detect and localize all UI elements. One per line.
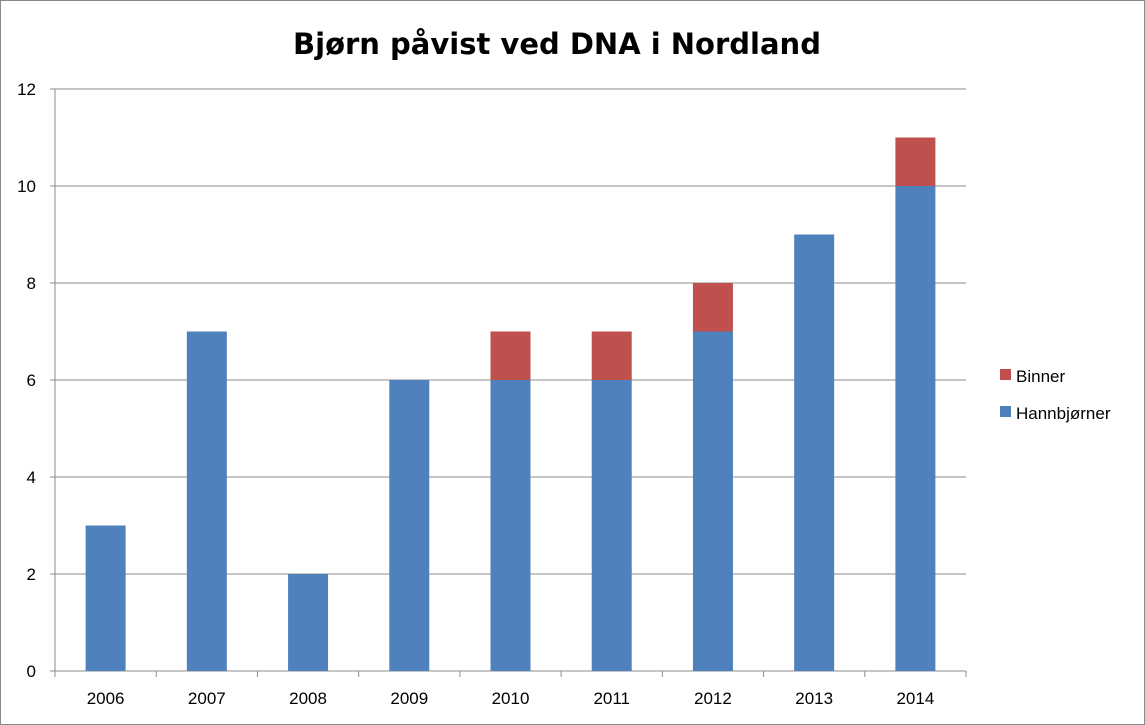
y-tick-label: 12: [17, 80, 36, 99]
bar-hannbjørner-2014: [895, 186, 936, 671]
legend-label: Hannbjørner: [1016, 404, 1111, 423]
bar-hannbjørner-2009: [389, 380, 430, 671]
x-tick-label: 2010: [492, 689, 530, 708]
x-tick-labels: 2006 2007 2008 2009 2010 2011 2012 2013 2014: [87, 689, 935, 708]
bar-binner-2014: [895, 137, 936, 186]
y-tick-label: 6: [27, 371, 36, 390]
x-tick-label: 2006: [87, 689, 125, 708]
bar-hannbjørner-2012: [692, 331, 733, 671]
bar-hannbjørner-2007: [186, 331, 227, 671]
bar-hannbjørner-2011: [591, 380, 632, 671]
bar-hannbjørner-2013: [794, 234, 835, 671]
bar-binner-2010: [490, 331, 531, 380]
y-tick-label: 4: [27, 468, 36, 487]
legend-label: Binner: [1016, 367, 1065, 386]
bar-hannbjørner-2008: [288, 574, 329, 671]
y-tick-labels: 0 2 4 6 8 10 12: [17, 80, 36, 681]
bar-binner-2012: [692, 283, 733, 332]
y-tick-label: 0: [27, 662, 36, 681]
x-tick-label: 2009: [390, 689, 428, 708]
chart-title: Bjørn påvist ved DNA i Nordland: [293, 27, 821, 61]
legend: Binner Hannbjørner: [1000, 367, 1111, 423]
y-tick-label: 2: [27, 565, 36, 584]
legend-swatch: [1000, 406, 1011, 417]
bars: [85, 137, 936, 671]
bar-hannbjørner-2006: [85, 525, 126, 671]
x-tick-label: 2013: [795, 689, 833, 708]
x-tick-label: 2014: [896, 689, 934, 708]
x-tick-label: 2008: [289, 689, 327, 708]
x-tick-label: 2007: [188, 689, 226, 708]
x-tick-label: 2012: [694, 689, 732, 708]
y-tick-label: 10: [17, 177, 36, 196]
y-tick-label: 8: [27, 274, 36, 293]
bar-hannbjørner-2010: [490, 380, 531, 671]
bar-binner-2011: [591, 331, 632, 380]
legend-swatch: [1000, 369, 1011, 380]
x-tick-label: 2011: [593, 689, 630, 708]
